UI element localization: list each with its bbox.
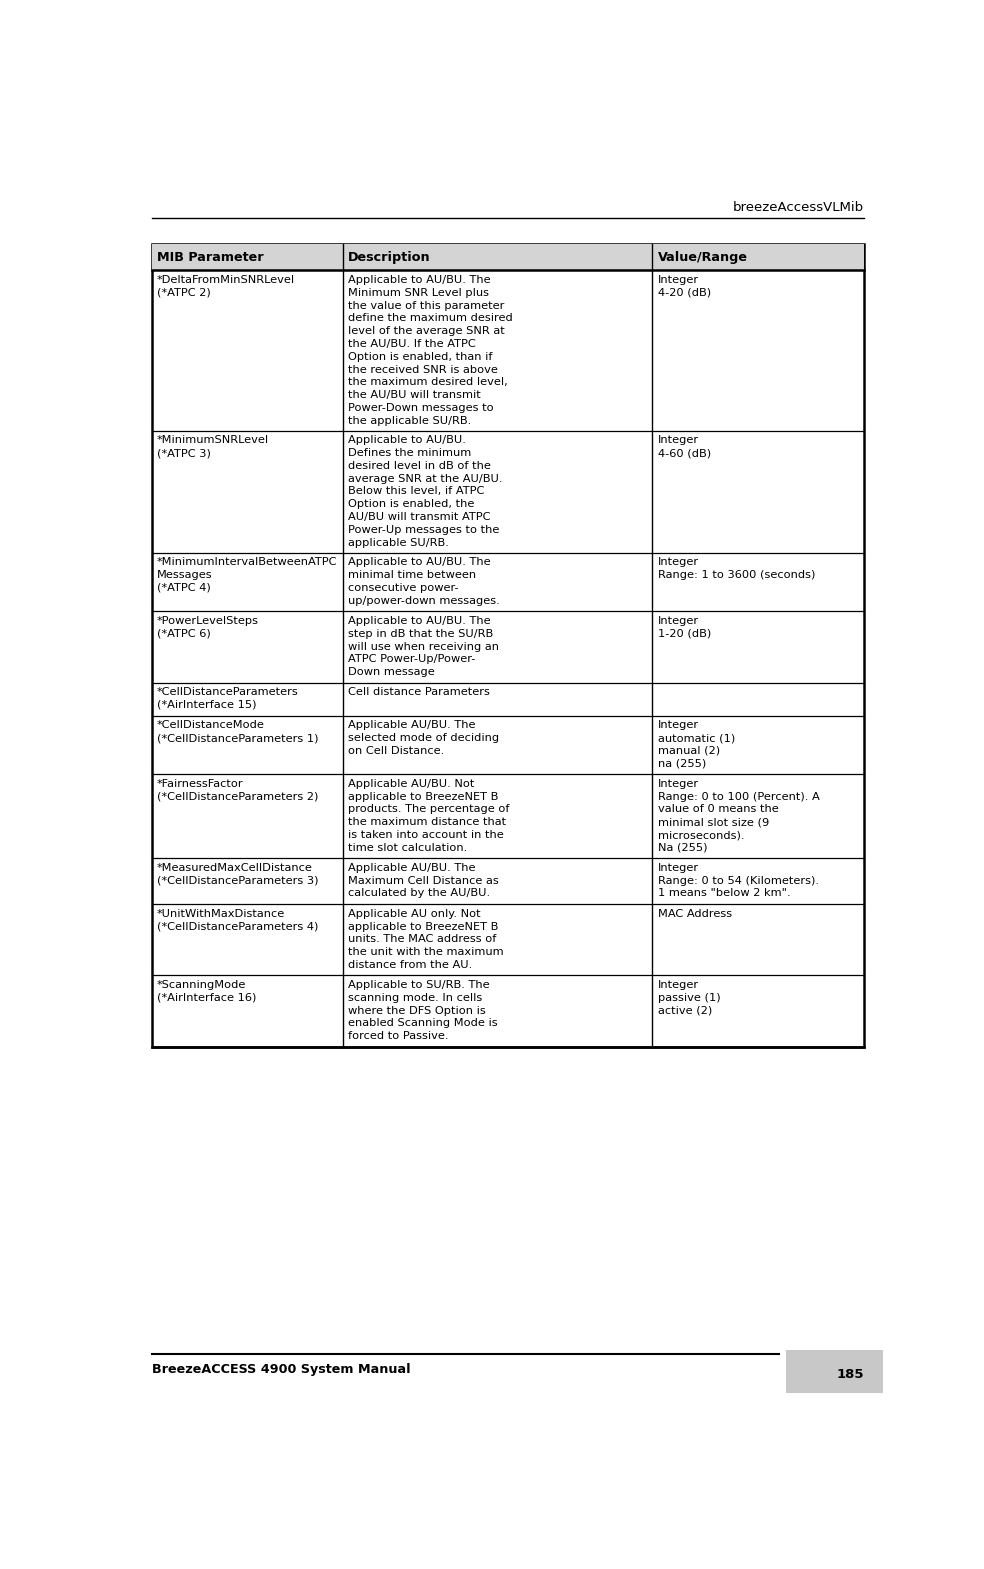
Text: Integer
4-20 (dB): Integer 4-20 (dB) <box>657 275 710 298</box>
Bar <box>152 245 864 270</box>
Text: *CellDistanceMode
(*CellDistanceParameters 1): *CellDistanceMode (*CellDistanceParamete… <box>157 720 319 744</box>
Bar <box>786 1351 884 1393</box>
Text: *MinimumSNRLevel
(*ATPC 3): *MinimumSNRLevel (*ATPC 3) <box>157 435 270 458</box>
Text: *MeasuredMaxCellDistance
(*CellDistanceParameters 3): *MeasuredMaxCellDistance (*CellDistanceP… <box>157 863 319 885</box>
Text: *ScanningMode
(*AirInterface 16): *ScanningMode (*AirInterface 16) <box>157 981 257 1003</box>
Text: Integer
Range: 0 to 100 (Percent). A
value of 0 means the
minimal slot size (9
m: Integer Range: 0 to 100 (Percent). A val… <box>657 778 820 854</box>
Text: Applicable AU only. Not
applicable to BreezeNET B
units. The MAC address of
the : Applicable AU only. Not applicable to Br… <box>348 908 504 970</box>
Text: *FairnessFactor
(*CellDistanceParameters 2): *FairnessFactor (*CellDistanceParameters… <box>157 778 319 802</box>
Text: *MinimumIntervalBetweenATPC
Messages
(*ATPC 4): *MinimumIntervalBetweenATPC Messages (*A… <box>157 557 338 593</box>
Text: Value/Range: Value/Range <box>657 251 748 264</box>
Text: Cell distance Parameters: Cell distance Parameters <box>348 687 490 697</box>
Text: *DeltaFromMinSNRLevel
(*ATPC 2): *DeltaFromMinSNRLevel (*ATPC 2) <box>157 275 295 298</box>
Text: Integer
1-20 (dB): Integer 1-20 (dB) <box>657 617 711 639</box>
Text: Integer
automatic (1)
manual (2)
na (255): Integer automatic (1) manual (2) na (255… <box>657 720 735 769</box>
Text: Applicable AU/BU. The
selected mode of deciding
on Cell Distance.: Applicable AU/BU. The selected mode of d… <box>348 720 499 756</box>
Text: Integer
Range: 0 to 54 (Kilometers).
1 means "below 2 km".: Integer Range: 0 to 54 (Kilometers). 1 m… <box>657 863 819 899</box>
Text: Applicable to SU/RB. The
scanning mode. In cells
where the DFS Option is
enabled: Applicable to SU/RB. The scanning mode. … <box>348 981 498 1042</box>
Text: Integer
passive (1)
active (2): Integer passive (1) active (2) <box>657 981 720 1015</box>
Text: breezeAccessVLMib: breezeAccessVLMib <box>733 201 864 213</box>
Text: Integer
4-60 (dB): Integer 4-60 (dB) <box>657 435 710 458</box>
Text: Description: Description <box>348 251 431 264</box>
Text: Applicable to AU/BU. The
minimal time between
consecutive power-
up/power-down m: Applicable to AU/BU. The minimal time be… <box>348 557 500 606</box>
Text: MAC Address: MAC Address <box>657 908 732 919</box>
Text: BreezeACCESS 4900 System Manual: BreezeACCESS 4900 System Manual <box>152 1363 410 1376</box>
Text: Applicable to AU/BU.
Defines the minimum
desired level in dB of the
average SNR : Applicable to AU/BU. Defines the minimum… <box>348 435 503 548</box>
Text: *CellDistanceParameters
(*AirInterface 15): *CellDistanceParameters (*AirInterface 1… <box>157 687 299 711</box>
Text: Applicable AU/BU. Not
applicable to BreezeNET B
products. The percentage of
the : Applicable AU/BU. Not applicable to Bree… <box>348 778 510 854</box>
Bar <box>152 245 864 1047</box>
Text: MIB Parameter: MIB Parameter <box>157 251 264 264</box>
Text: *PowerLevelSteps
(*ATPC 6): *PowerLevelSteps (*ATPC 6) <box>157 617 259 639</box>
Text: Applicable AU/BU. The
Maximum Cell Distance as
calculated by the AU/BU.: Applicable AU/BU. The Maximum Cell Dista… <box>348 863 499 899</box>
Text: Applicable to AU/BU. The
step in dB that the SU/RB
will use when receiving an
AT: Applicable to AU/BU. The step in dB that… <box>348 617 499 678</box>
Text: Applicable to AU/BU. The
Minimum SNR Level plus
the value of this parameter
defi: Applicable to AU/BU. The Minimum SNR Lev… <box>348 275 513 425</box>
Text: *UnitWithMaxDistance
(*CellDistanceParameters 4): *UnitWithMaxDistance (*CellDistanceParam… <box>157 908 319 932</box>
Text: Integer
Range: 1 to 3600 (seconds): Integer Range: 1 to 3600 (seconds) <box>657 557 815 581</box>
Text: 185: 185 <box>836 1368 864 1381</box>
